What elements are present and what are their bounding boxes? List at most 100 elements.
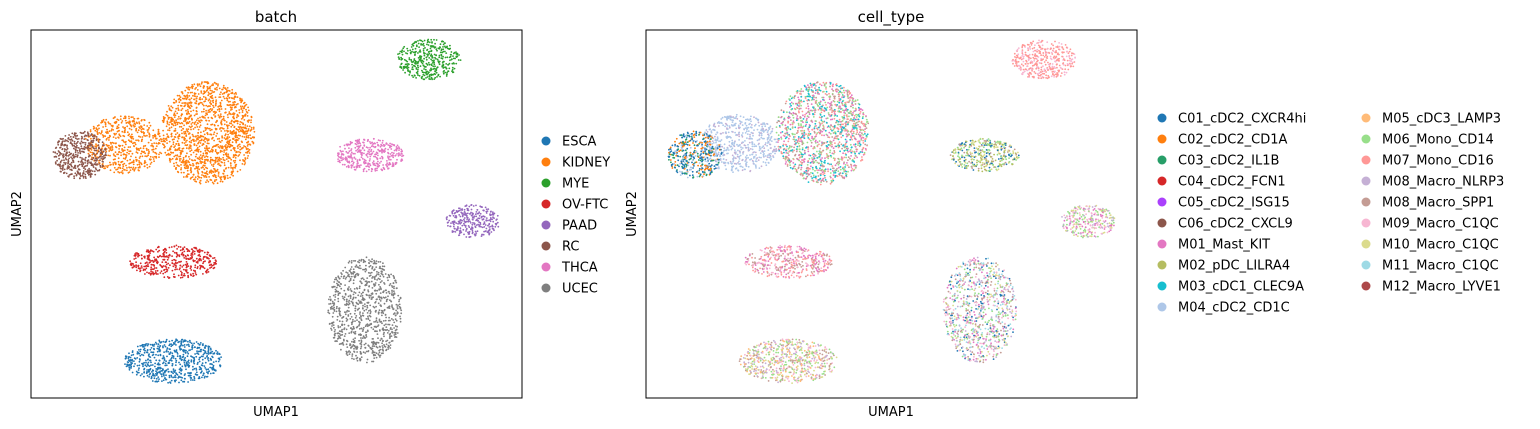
scatter-point	[164, 145, 166, 148]
scatter-point	[417, 40, 419, 42]
scatter-point	[104, 121, 106, 123]
scatter-point	[122, 126, 124, 128]
scatter-point	[113, 171, 116, 174]
scatter-point	[75, 173, 78, 176]
scatter-point	[111, 147, 114, 149]
scatter-point	[431, 42, 433, 44]
scatter-point	[370, 280, 373, 283]
scatter-point	[356, 325, 359, 328]
scatter-point	[353, 340, 356, 342]
scatter-point	[362, 168, 365, 171]
scatter-point	[165, 268, 168, 270]
scatter-point	[403, 50, 405, 53]
scatter-point	[213, 81, 216, 84]
scatter-point	[63, 172, 65, 174]
scatter-point	[125, 154, 128, 157]
scatter-point	[175, 255, 178, 258]
scatter-point	[157, 256, 160, 259]
scatter-point	[79, 177, 81, 180]
scatter-point	[183, 250, 186, 253]
scatter-point	[180, 114, 183, 117]
scatter-point	[356, 347, 358, 350]
scatter-point	[180, 129, 183, 132]
scatter-point	[141, 257, 143, 260]
scatter-point	[349, 318, 352, 320]
scatter-point	[372, 145, 375, 148]
scatter-point	[168, 116, 171, 119]
scatter-point	[137, 139, 139, 142]
scatter-point	[381, 328, 384, 331]
scatter-point	[395, 319, 398, 322]
scatter-point	[384, 346, 387, 348]
scatter-point	[190, 149, 193, 152]
scatter-point	[235, 134, 238, 137]
scatter-point	[138, 163, 141, 166]
scatter-point	[181, 132, 183, 135]
scatter-point	[409, 49, 412, 52]
scatter-point	[165, 137, 168, 140]
scatter-point	[237, 129, 240, 131]
scatter-point	[177, 245, 180, 248]
scatter-point	[422, 73, 425, 76]
scatter-point	[95, 143, 97, 146]
scatter-point	[348, 299, 351, 302]
scatter-point	[435, 71, 438, 74]
scatter-point	[107, 146, 110, 149]
scatter-point	[395, 309, 397, 312]
scatter-point	[85, 134, 87, 137]
scatter-point	[142, 145, 145, 148]
scatter-point	[423, 39, 426, 42]
scatter-point	[65, 172, 68, 175]
scatter-point	[404, 63, 407, 66]
scatter-point	[124, 158, 127, 160]
scatter-point	[150, 272, 152, 275]
scatter-point	[82, 147, 85, 150]
scatter-point	[133, 169, 136, 172]
scatter-point	[220, 99, 223, 102]
scatter-point	[240, 121, 243, 124]
scatter-point	[165, 139, 168, 142]
scatter-point	[351, 353, 354, 356]
scatter-point	[137, 255, 139, 258]
scatter-point	[463, 208, 466, 211]
scatter-point	[358, 164, 361, 167]
scatter-point	[180, 113, 183, 116]
scatter-point	[89, 176, 92, 178]
scatter-point	[229, 176, 232, 179]
scatter-point	[203, 160, 206, 163]
scatter-point	[431, 56, 434, 59]
scatter-point	[247, 140, 250, 143]
scatter-point	[192, 162, 194, 165]
scatter-point	[368, 163, 371, 165]
scatter-point	[180, 168, 182, 171]
scatter-point	[227, 133, 230, 136]
scatter-point	[157, 128, 160, 131]
scatter-point	[115, 120, 118, 123]
scatter-point	[185, 176, 188, 178]
scatter-point	[194, 121, 197, 123]
scatter-point	[221, 127, 223, 129]
scatter-point	[370, 170, 373, 173]
scatter-point	[192, 250, 195, 252]
scatter-point	[342, 316, 344, 319]
scatter-point	[486, 231, 489, 234]
scatter-point	[147, 361, 150, 364]
scatter-point	[251, 136, 254, 139]
scatter-point	[90, 137, 92, 140]
scatter-point	[355, 264, 358, 267]
scatter-point	[120, 154, 122, 157]
scatter-point	[247, 148, 249, 150]
scatter-point	[194, 247, 197, 250]
scatter-point	[101, 160, 104, 163]
scatter-point	[397, 304, 399, 307]
scatter-point	[458, 234, 460, 237]
scatter-point	[375, 345, 378, 348]
scatter-point	[356, 356, 359, 359]
scatter-point	[194, 259, 196, 262]
scatter-point	[143, 161, 146, 164]
scatter-point	[395, 281, 398, 284]
scatter-point	[67, 155, 70, 157]
scatter-point	[328, 298, 330, 301]
scatter-point	[140, 254, 143, 257]
scatter-point	[194, 176, 197, 179]
